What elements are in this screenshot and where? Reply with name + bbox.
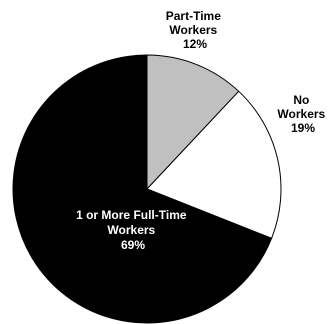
- slice-label-no-workers-line-2: Workers: [277, 107, 325, 121]
- pie-slice-part-time: [146, 54, 240, 191]
- pie-slices: [12, 54, 282, 324]
- slice-label-full-time-line-1: 1 or More Full-Time: [76, 208, 187, 222]
- slice-label-no-workers-line-1: No: [293, 93, 309, 107]
- slice-value-no-workers: 19%: [291, 121, 315, 135]
- slice-label-no-workers: No Workers 19%: [277, 93, 328, 135]
- slice-value-part-time: 12%: [183, 37, 207, 51]
- slice-label-part-time: Part-Time Workers 12%: [166, 9, 224, 51]
- slice-label-full-time: 1 or More Full-Time Workers 69%: [76, 208, 190, 252]
- slice-value-full-time: 69%: [121, 238, 145, 252]
- pie-slice-no-workers: [146, 90, 282, 239]
- slice-label-part-time-line-2: Workers: [169, 23, 217, 37]
- pie-slice-full-time: [12, 54, 273, 324]
- slice-label-full-time-line-2: Workers: [107, 223, 155, 237]
- slice-label-part-time-line-1: Part-Time: [166, 9, 221, 23]
